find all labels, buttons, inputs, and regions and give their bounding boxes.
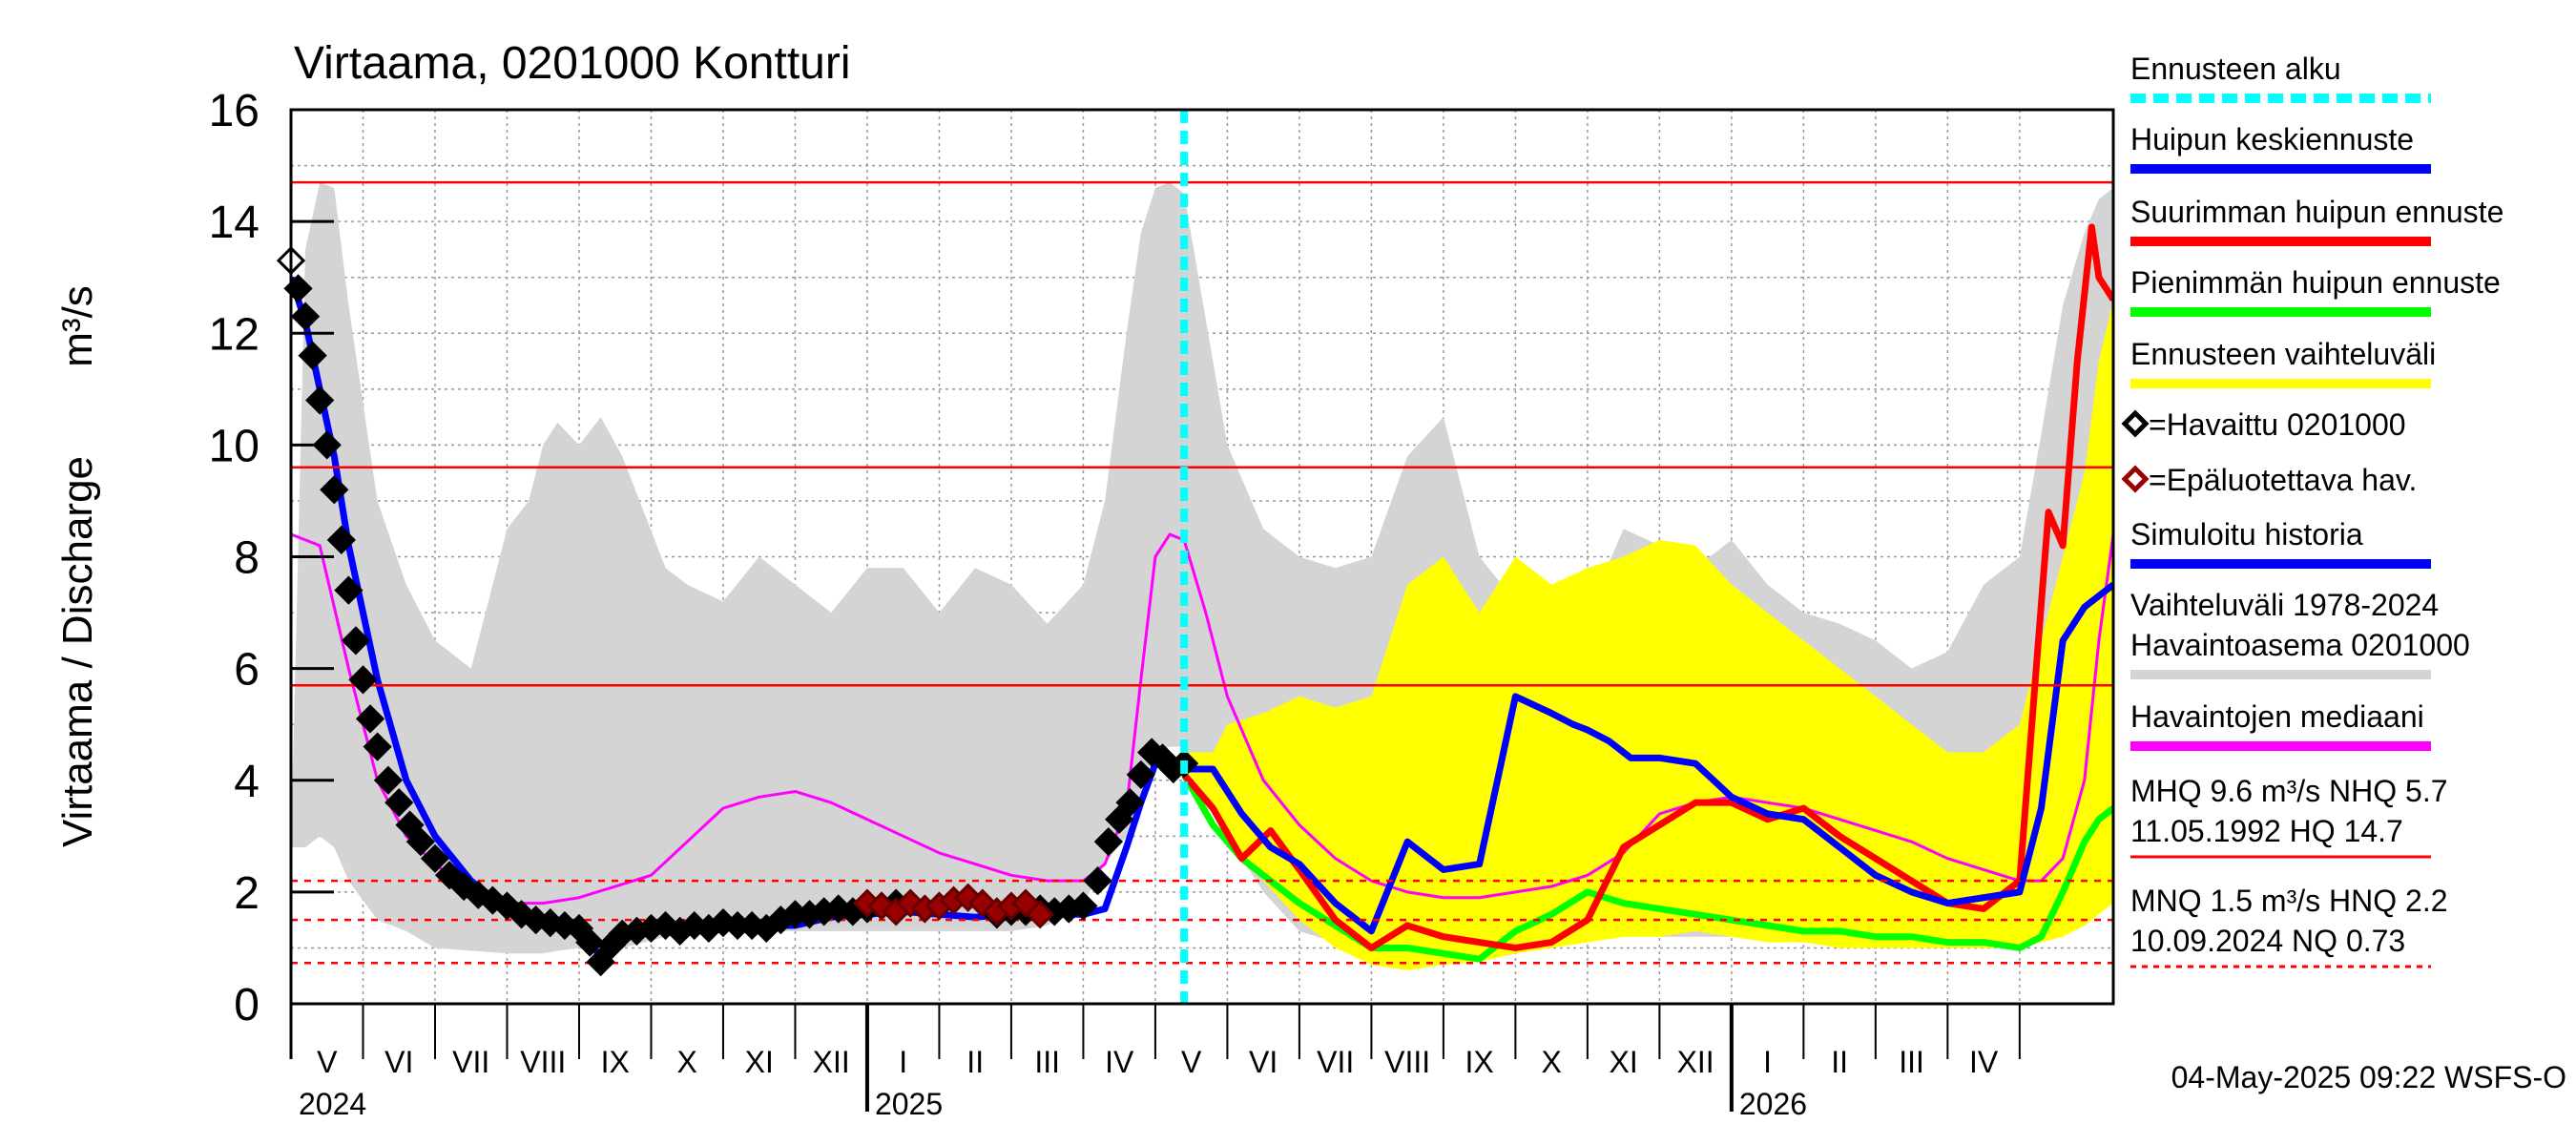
series-line <box>1181 223 2113 951</box>
unreliable-point <box>1026 900 1055 929</box>
observed-point <box>348 665 378 695</box>
legend-label: Suurimman huipun ennuste <box>2130 195 2503 229</box>
stat-line: MHQ 9.6 m³/s NHQ 5.7 <box>2130 774 2448 808</box>
series-layer <box>291 182 2113 970</box>
legend: Ennusteen alku Huipun keskiennuste Suurimm… <box>2121 52 2503 968</box>
month-label: I <box>899 1045 907 1079</box>
stat-line: MNQ 1.5 m³/s HNQ 2.2 <box>2130 884 2448 918</box>
observed-point <box>363 732 392 761</box>
y-tick-label: 2 <box>234 868 260 919</box>
observed-point <box>305 385 335 415</box>
month-label: VI <box>1249 1045 1278 1079</box>
observed-point <box>420 843 450 873</box>
month-label: XI <box>1610 1045 1638 1079</box>
observed-point <box>320 475 349 505</box>
month-label: III <box>1034 1045 1060 1079</box>
month-label: IV <box>1105 1045 1134 1079</box>
stat-line: 11.05.1992 HQ 14.7 <box>2130 814 2403 848</box>
footer-timestamp: 04-May-2025 09:22 WSFS-O <box>2171 1060 2566 1094</box>
legend-swatch <box>2121 409 2150 438</box>
legend-label: =Havaittu 0201000 <box>2149 407 2406 442</box>
observed-point <box>1115 788 1145 818</box>
year-label: 2024 <box>299 1087 366 1121</box>
y-tick-label: 10 <box>209 421 260 471</box>
month-label: V <box>317 1045 338 1079</box>
month-label: X <box>1541 1045 1561 1079</box>
observed-point <box>575 927 605 957</box>
legend-label: Pienimmän huipun ennuste <box>2130 265 2501 300</box>
observed-point <box>1083 866 1112 896</box>
y-tick-label: 12 <box>209 309 260 360</box>
observed-point <box>334 575 364 605</box>
month-label: IV <box>1969 1045 1999 1079</box>
observed-point <box>395 810 425 840</box>
legend-label: Ennusteen vaihteluväli <box>2130 337 2436 371</box>
y-tick-label: 16 <box>209 86 260 136</box>
observed-point <box>326 525 356 555</box>
month-label: VI <box>384 1045 413 1079</box>
legend-label: Huipun keskiennuste <box>2130 122 2414 156</box>
reference-lines <box>291 180 2113 965</box>
month-label: XI <box>745 1045 774 1079</box>
month-label: VII <box>1317 1045 1354 1079</box>
stat-line: 10.09.2024 NQ 0.73 <box>2130 924 2405 958</box>
observed-point <box>1069 891 1098 921</box>
month-label: IX <box>601 1045 630 1079</box>
month-label: V <box>1181 1045 1202 1079</box>
observed-point <box>355 704 385 734</box>
x-tick-labels: V VI VII VIII IX X XI XII I II III IV V VI VII VIII IX X X… <box>299 1045 1999 1121</box>
observed-point <box>298 341 327 370</box>
y-tick-labels: 0 2 4 6 8 10 12 14 16 <box>209 86 260 1030</box>
year-label: 2025 <box>875 1087 943 1121</box>
marker-layer <box>276 110 1199 1004</box>
month-label: VII <box>452 1045 489 1079</box>
legend-label: Ennusteen alku <box>2130 52 2341 86</box>
observed-point <box>341 626 371 656</box>
legend-label: Havaintoasema 0201000 <box>2130 628 2470 662</box>
y-tick-label: 8 <box>234 533 260 584</box>
month-label: IX <box>1465 1045 1494 1079</box>
month-label: XII <box>813 1045 850 1079</box>
legend-label: Havaintojen mediaani <box>2130 699 2424 734</box>
axes <box>289 108 2115 1112</box>
month-label: II <box>966 1045 984 1079</box>
y-axis-unit: m³/s <box>54 285 101 367</box>
series-line <box>1181 773 2113 963</box>
observed-point <box>1093 827 1123 857</box>
observed-point <box>384 788 414 818</box>
observed-point <box>586 947 615 977</box>
observed-point <box>464 880 493 909</box>
series-line <box>1184 582 2113 935</box>
month-label: VIII <box>1384 1045 1430 1079</box>
observed-point <box>373 765 404 795</box>
observed-point <box>1126 760 1155 790</box>
month-label: III <box>1899 1045 1924 1079</box>
y-tick-label: 4 <box>234 757 260 807</box>
observed-point <box>1105 804 1134 834</box>
year-label: 2026 <box>1739 1087 1807 1121</box>
legend-label: Vaihteluväli 1978-2024 <box>2130 588 2439 622</box>
month-label: X <box>677 1045 697 1079</box>
chart-title: Virtaama, 0201000 Kontturi <box>294 38 851 89</box>
y-tick-label: 14 <box>209 198 260 248</box>
y-tick-label: 0 <box>234 980 260 1030</box>
month-label: XII <box>1677 1045 1714 1079</box>
month-label: VIII <box>520 1045 566 1079</box>
legend-label: Simuloitu historia <box>2130 517 2363 552</box>
band-area <box>1184 300 2113 970</box>
y-axis-label: Virtaama / Discharge <box>54 456 101 847</box>
legend-swatch <box>2121 465 2150 493</box>
y-tick-label: 6 <box>234 645 260 696</box>
month-label: I <box>1763 1045 1772 1079</box>
legend-label: =Epäluotettava hav. <box>2149 463 2417 497</box>
month-label: II <box>1831 1045 1848 1079</box>
observed-point <box>405 827 436 857</box>
observed-point <box>290 302 321 331</box>
